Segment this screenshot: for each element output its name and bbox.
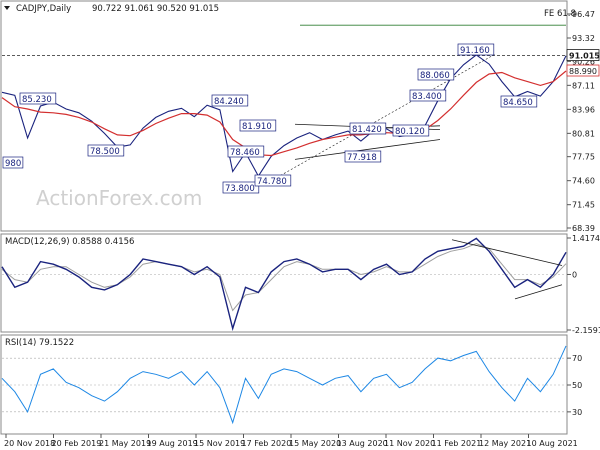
x-tick-label: 10 Aug 2021 bbox=[527, 439, 578, 448]
current-price-box bbox=[566, 49, 600, 61]
x-tick-label: 20 Nov 2018 bbox=[4, 439, 55, 448]
watermark: ActionForex.com bbox=[36, 186, 202, 210]
annotation-box bbox=[227, 145, 265, 158]
annotation-box bbox=[344, 150, 382, 163]
annotation-label: 84.650 bbox=[503, 98, 533, 108]
macd-series-signal bbox=[1, 243, 567, 312]
x-tick-label: 12 May 2021 bbox=[479, 439, 531, 448]
rsi-y-tick-label: 70 bbox=[572, 354, 582, 363]
macd-y-tick-label: -2.1591 bbox=[572, 326, 600, 335]
annotation-label: 980 bbox=[5, 159, 21, 169]
annotation-label: 78.500 bbox=[90, 147, 120, 157]
rsi-y-tick-label: 50 bbox=[572, 381, 582, 390]
price-y-tick-label: 93.32 bbox=[572, 34, 595, 43]
rsi-series-rsi bbox=[1, 345, 567, 425]
x-tick-label: 11 Feb 2021 bbox=[432, 439, 482, 448]
x-tick-label: 20 Feb 2019 bbox=[52, 439, 102, 448]
macd-y-tick-label: 0 bbox=[572, 270, 577, 279]
annotation-box bbox=[349, 122, 387, 135]
annotation-label: 84.240 bbox=[214, 97, 244, 107]
collapse-triangle-icon[interactable] bbox=[4, 6, 10, 10]
annotation-box bbox=[211, 94, 249, 107]
x-tick-label: 11 Nov 2020 bbox=[384, 439, 435, 448]
price-series-ma bbox=[1, 70, 567, 157]
annotation-label: 74.780 bbox=[257, 177, 287, 187]
dynamic-layer: 68.39 71.45 74.60 77.75 80.81 83.96 87.11 90.26… bbox=[1, 10, 600, 448]
ma-price-box bbox=[566, 64, 600, 77]
annotation-label: 81.910 bbox=[242, 122, 272, 132]
x-tick-label: 19 Aug 2019 bbox=[147, 439, 198, 448]
macd-y-tick-label: 1.4174 bbox=[572, 234, 600, 243]
annotation-label: 77.918 bbox=[347, 153, 377, 163]
annotation-box bbox=[417, 68, 455, 81]
ohlc-header: 90.722 91.061 90.520 91.015 bbox=[92, 4, 219, 14]
annotation-box bbox=[409, 89, 447, 102]
rsi-y-tick-label: 30 bbox=[572, 408, 582, 417]
annotation-label: 81.420 bbox=[352, 125, 382, 135]
annotation-label: 73.800 bbox=[225, 184, 255, 194]
macd-series-macd bbox=[1, 237, 567, 332]
macd-panel-frame bbox=[0, 233, 568, 333]
annotation-label: 83.400 bbox=[412, 92, 442, 102]
x-tick-label: 17 Feb 2020 bbox=[242, 439, 292, 448]
price-y-tick-label: 77.75 bbox=[572, 153, 595, 162]
x-tick-label: 15 May 2020 bbox=[289, 439, 341, 448]
price-y-tick-label: 90.26 bbox=[572, 57, 595, 66]
annotation-label: 85.230 bbox=[22, 95, 52, 105]
projection-line bbox=[269, 53, 496, 182]
price-y-tick-label: 74.60 bbox=[572, 177, 595, 186]
annotation-box bbox=[222, 181, 260, 194]
annotation-box bbox=[239, 119, 277, 132]
price-y-tick-label: 87.11 bbox=[572, 81, 595, 90]
annotation-box bbox=[500, 95, 538, 108]
price-y-tick-label: 96.47 bbox=[572, 10, 595, 19]
annotation-box bbox=[87, 144, 125, 157]
annotation-label: 91.160 bbox=[460, 46, 490, 56]
macd-trendline bbox=[451, 239, 563, 266]
price-y-tick-label: 83.96 bbox=[572, 105, 595, 114]
price-panel-frame bbox=[0, 0, 568, 232]
symbol-header: CADJPY,Daily bbox=[16, 4, 71, 14]
rsi-label: RSI(14) 79.1522 bbox=[5, 338, 74, 348]
annotation-label: 88.060 bbox=[420, 71, 450, 81]
rsi-panel-frame bbox=[0, 334, 568, 435]
annotation-box bbox=[19, 92, 57, 105]
x-tick-label: 15 Nov 2019 bbox=[194, 439, 245, 448]
ma-price-label: 88.990 bbox=[569, 67, 597, 76]
x-tick-label: 21 May 2019 bbox=[99, 439, 151, 448]
annotation-box bbox=[457, 43, 495, 56]
price-y-tick-label: 71.45 bbox=[572, 201, 595, 210]
trendline bbox=[294, 139, 441, 160]
annotation-label: 80.120 bbox=[395, 127, 425, 137]
macd-label: MACD(12,26,9) 0.8588 0.4156 bbox=[5, 237, 134, 247]
annotation-box bbox=[392, 124, 430, 137]
x-tick-label: 13 Aug 2020 bbox=[337, 439, 388, 448]
annotation-label: 78.460 bbox=[230, 148, 260, 158]
macd-trendline bbox=[514, 284, 563, 300]
fe-label: FE 61.8 bbox=[544, 9, 576, 19]
price-y-tick-label: 68.39 bbox=[572, 224, 595, 233]
annotation-box bbox=[2, 156, 24, 169]
current-price-label: 91.015 bbox=[569, 52, 600, 61]
price-y-tick-label: 80.81 bbox=[572, 129, 595, 138]
annotation-box bbox=[254, 174, 292, 187]
price-series-price bbox=[1, 54, 567, 178]
